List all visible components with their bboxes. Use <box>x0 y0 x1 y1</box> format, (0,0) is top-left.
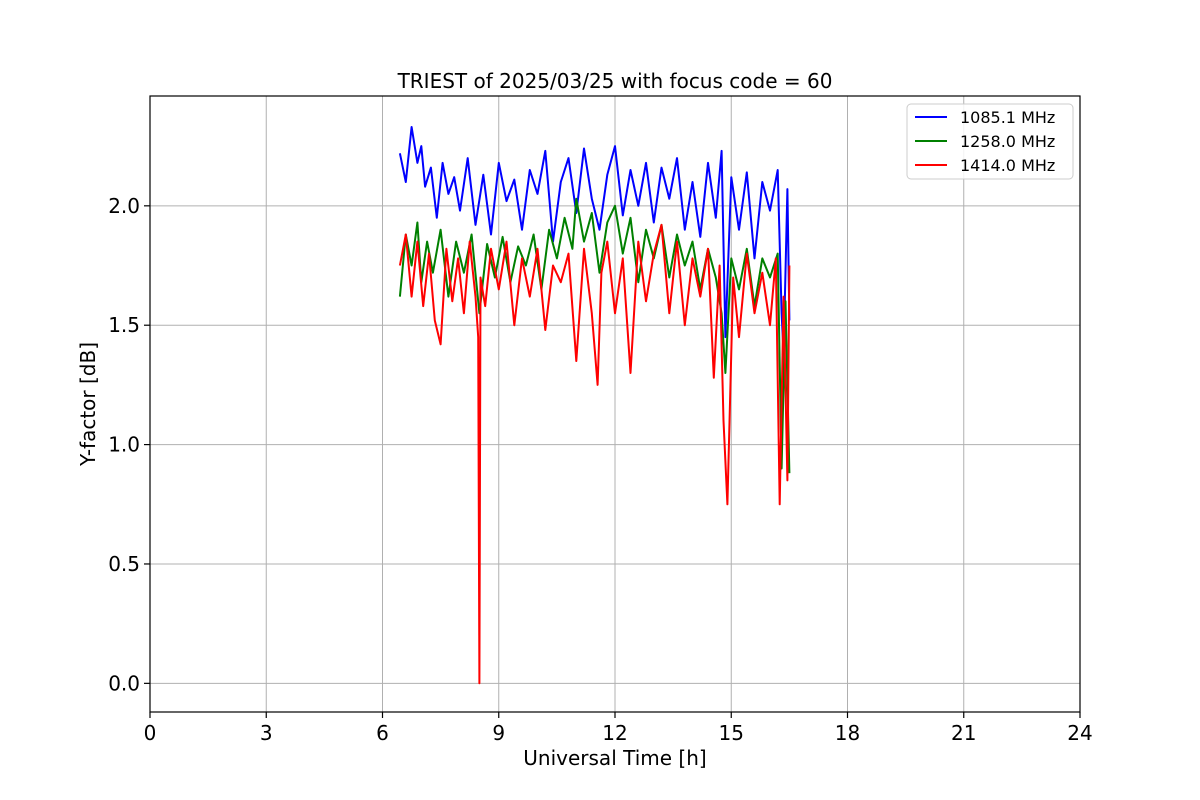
x-tick-label: 15 <box>719 721 744 745</box>
legend-box <box>906 103 1074 180</box>
x-tick-label: 21 <box>951 721 976 745</box>
y-tick-label: 1.5 <box>108 313 140 337</box>
legend-label: 1414.0 MHz <box>960 156 1055 175</box>
series-line-1414-0-mhz <box>398 223 791 685</box>
x-tick-label: 24 <box>1067 721 1092 745</box>
x-tick-label: 9 <box>492 721 505 745</box>
legend-label: 1085.1 MHz <box>960 108 1055 127</box>
x-axis-label: Universal Time [h] <box>523 746 706 770</box>
x-tick-label: 3 <box>260 721 273 745</box>
x-tick-label: 12 <box>602 721 627 745</box>
chart-title: TRIEST of 2025/03/25 with focus code = 6… <box>397 69 833 93</box>
series-layer <box>398 126 791 685</box>
x-tick-label: 18 <box>835 721 860 745</box>
y-tick-label: 2.0 <box>108 194 140 218</box>
y-axis-label: Y-factor [dB] <box>76 342 100 467</box>
y-tick-label: 1.0 <box>108 433 140 457</box>
series-line-1258-0-mhz <box>398 197 791 474</box>
x-tick-label: 0 <box>144 721 157 745</box>
legend-label: 1258.0 MHz <box>960 132 1055 151</box>
grid <box>149 96 1081 712</box>
y-tick-label: 0.5 <box>108 552 140 576</box>
x-tick-label: 6 <box>376 721 389 745</box>
legend: 1085.1 MHz 1258.0 MHz 1414.0 MHz <box>906 103 1074 180</box>
y-tick-label: 0.0 <box>108 671 140 695</box>
series-line-1085-1-mhz <box>398 126 791 355</box>
ticks: 0 3 6 9 12 15 18 21 24 0.0 0.5 1.0 1.5 2.0 <box>108 194 1093 745</box>
